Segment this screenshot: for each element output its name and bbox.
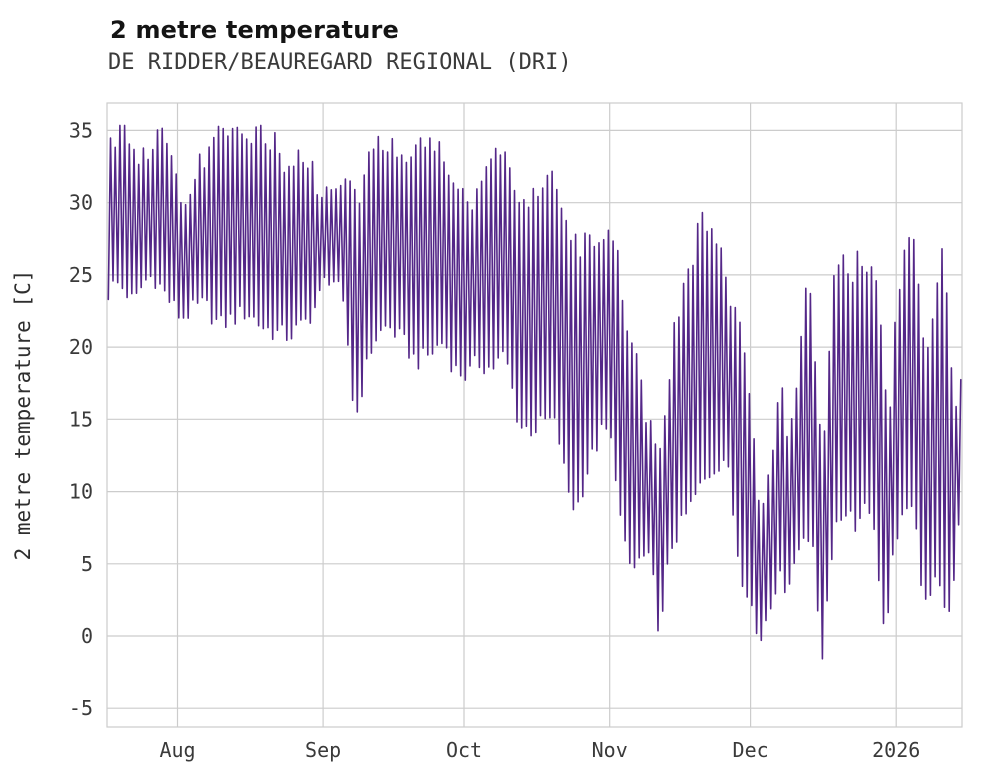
- x-tick-label: Dec: [733, 738, 769, 762]
- chart-subtitle: DE RIDDER/BEAUREGARD REGIONAL (DRI): [108, 50, 572, 75]
- y-tick-label: 30: [69, 191, 93, 215]
- y-tick-label: -5: [69, 696, 93, 720]
- y-axis-label: 2 metre temperature [C]: [11, 270, 35, 561]
- x-tick-label: Sep: [305, 738, 341, 762]
- plot-border: [106, 102, 963, 728]
- y-tick-label: 20: [69, 335, 93, 359]
- y-tick-label: 10: [69, 480, 93, 504]
- temperature-line: [107, 124, 962, 660]
- x-tick-label: 2026: [872, 738, 920, 762]
- y-tick-label: 0: [81, 624, 93, 648]
- chart-title: 2 metre temperature: [110, 16, 399, 44]
- x-tick-label: Oct: [446, 738, 482, 762]
- y-tick-label: 35: [69, 118, 93, 142]
- x-tick-label: Aug: [159, 738, 195, 762]
- y-tick-label: 15: [69, 407, 93, 431]
- x-tick-label: Nov: [592, 738, 628, 762]
- y-tick-label: 25: [69, 263, 93, 287]
- y-tick-label: 5: [81, 552, 93, 576]
